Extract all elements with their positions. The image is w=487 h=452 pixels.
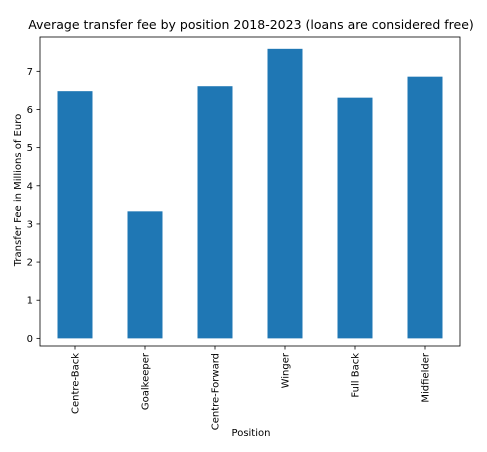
- y-tick-label: 6: [27, 105, 33, 116]
- y-tick-label: 5: [27, 143, 33, 154]
- y-tick-label: 0: [27, 334, 33, 345]
- x-axis-label: Position: [232, 428, 271, 439]
- y-tick-label: 4: [27, 181, 33, 192]
- x-tick-label: Goalkeeper: [141, 352, 152, 410]
- axes-frame: [39, 36, 461, 347]
- bar-midfielder: [407, 76, 443, 339]
- x-tick-label: Centre-Back: [71, 353, 82, 414]
- bar-goalkeeper: [127, 211, 163, 339]
- y-tick-label: 3: [27, 219, 33, 230]
- bar-winger: [267, 48, 303, 339]
- x-tick-label: Midfielder: [421, 352, 432, 402]
- y-tick-label: 1: [27, 296, 33, 307]
- x-axis: Centre-Back Goalkeeper Centre-Forward Winge…: [71, 346, 432, 430]
- x-tick-label: Full Back: [351, 353, 362, 398]
- y-axis: 0 1 2 3 4 5 6 7: [27, 67, 40, 345]
- y-tick-label: 7: [27, 67, 33, 78]
- bar-centre-back: [57, 91, 93, 339]
- chart-title: Average transfer fee by position 2018-20…: [28, 17, 474, 32]
- y-axis-label: Transfer Fee in Millions of Euro: [13, 114, 24, 267]
- y-tick-label: 2: [27, 258, 33, 269]
- plot-area: [39, 36, 461, 347]
- x-tick-label: Centre-Forward: [211, 353, 222, 430]
- bar-full-back: [337, 97, 373, 339]
- bar-centre-forward: [197, 86, 233, 339]
- x-tick-label: Winger: [281, 352, 292, 388]
